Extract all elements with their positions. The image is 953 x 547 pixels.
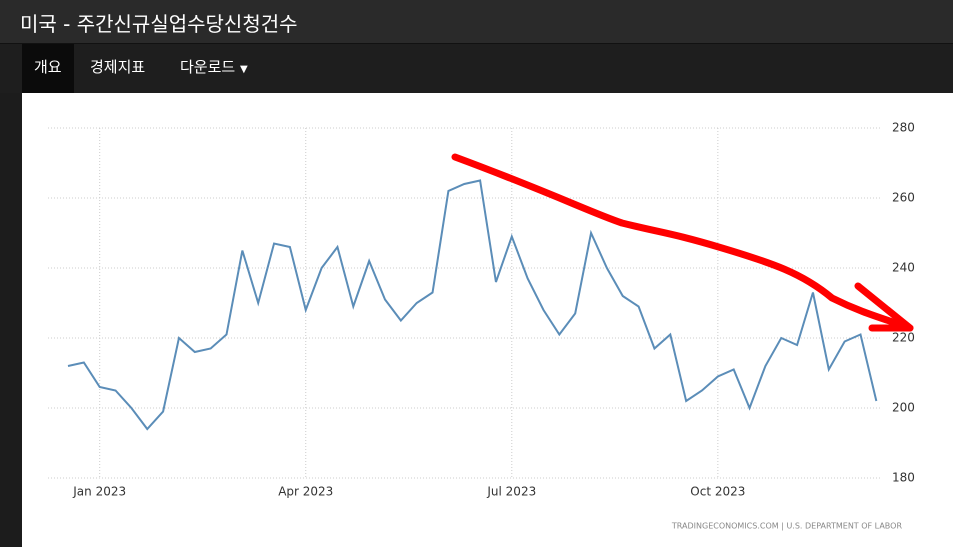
annotation-arrow [451, 153, 914, 332]
nav-bar: 개요 경제지표 다운로드 ▼ [0, 44, 953, 93]
x-tick-label: Jan 2023 [72, 485, 126, 499]
y-tick-label: 240 [892, 261, 915, 275]
nav-tab[interactable]: 개요 [22, 44, 74, 93]
y-tick-label: 220 [892, 331, 915, 345]
x-tick-label: Apr 2023 [278, 485, 333, 499]
title-bar: 미국 - 주간신규실업수당신청건수 [0, 0, 953, 44]
caret: ▼ [239, 64, 248, 75]
arrow-head [854, 282, 914, 332]
source: TRADINGECONOMICS.COM | U.S. DEPARTMENT O… [671, 522, 903, 531]
chart: 180 200 220 240 260 280 Jan 2023 Apr 2023 Jul 20… [22, 93, 953, 547]
page-title: 미국 - 주간신규실업수당신청건수 [20, 12, 298, 36]
nav-tab[interactable]: 경제지표 [90, 58, 146, 76]
y-tick-label: 280 [892, 121, 915, 135]
nav-label: 다운로드 [180, 58, 236, 76]
chart-bg [22, 93, 953, 547]
y-tick-label: 260 [892, 191, 915, 205]
x-tick-label: Oct 2023 [690, 485, 745, 499]
line-series [67, 179, 878, 431]
x-tick-label: Jul 2023 [486, 485, 536, 499]
y-tick-label: 200 [892, 401, 915, 415]
nav-tab[interactable]: 다운로드 ▼ [168, 44, 260, 93]
y-tick-label: 180 [892, 471, 915, 485]
